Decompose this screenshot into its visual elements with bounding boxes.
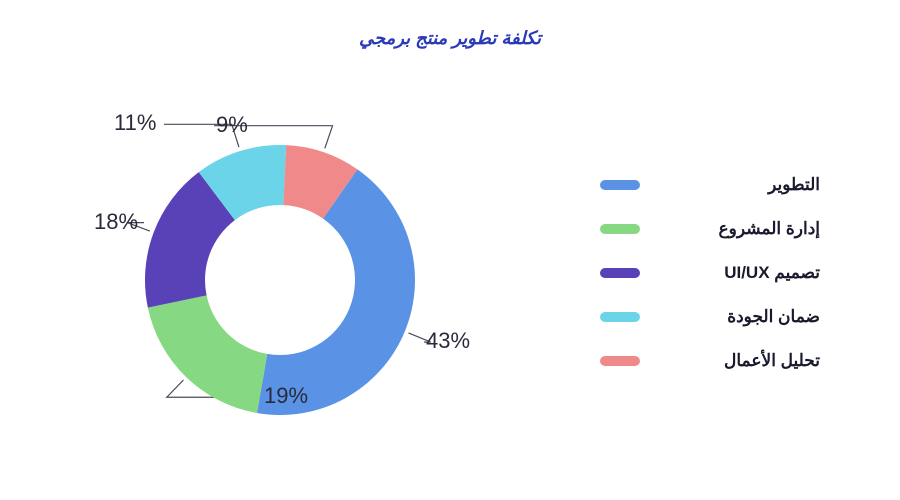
legend: التطوير إدارة المشروع تصميم UI/UX ضمان الجو… [540,175,820,371]
legend-item: تصميم UI/UX [540,263,820,283]
slice-percent-label: 43% [426,328,470,354]
chart-title: تكلفة تطوير منتج برمجي [0,28,900,49]
slice-percent-label: 18% [94,209,138,235]
legend-item: إدارة المشروع [540,219,820,239]
donut-chart: 43%19%18%11%9% [100,80,460,480]
legend-swatch [600,312,640,322]
legend-label: تحليل الأعمال [690,351,820,371]
legend-item: ضمان الجودة [540,307,820,327]
slice-percent-label: 19% [264,383,308,409]
legend-item: التطوير [540,175,820,195]
legend-label: ضمان الجودة [690,307,820,327]
legend-swatch [600,356,640,366]
slice-percent-label: 11% [114,110,156,136]
legend-label: التطوير [690,175,820,195]
legend-label: إدارة المشروع [690,219,820,239]
legend-item: تحليل الأعمال [540,351,820,371]
legend-swatch [600,224,640,234]
legend-swatch [600,268,640,278]
slice-percent-label: 9% [216,112,248,138]
legend-swatch [600,180,640,190]
donut-slice [257,169,415,415]
donut-slice [148,295,267,413]
legend-label: تصميم UI/UX [690,263,820,283]
